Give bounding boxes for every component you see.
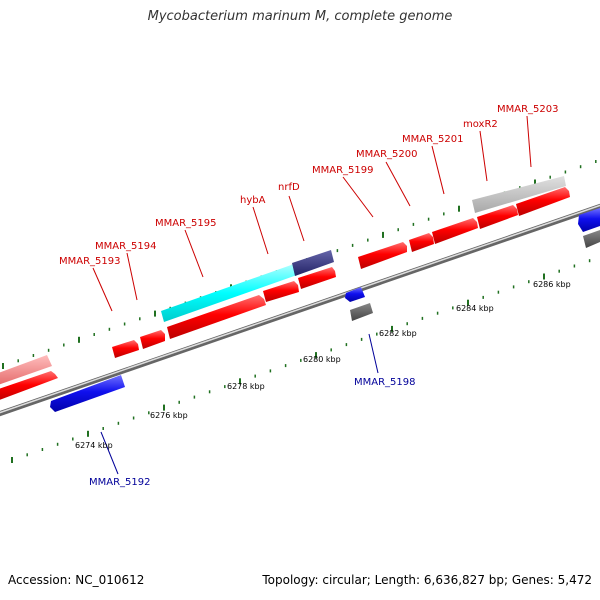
- gene-label-mmar5199[interactable]: MMAR_5199: [312, 165, 374, 176]
- reverse-leader-lines: [100, 333, 379, 475]
- gene-label-mmar5201[interactable]: MMAR_5201: [402, 134, 464, 145]
- gene-arrow[interactable]: [0, 371, 58, 402]
- gene-arrow[interactable]: [358, 242, 407, 269]
- gene-label-mmar5200[interactable]: MMAR_5200: [356, 149, 418, 160]
- gene-arrow[interactable]: [50, 375, 125, 412]
- gene-label-mmar5195[interactable]: MMAR_5195: [155, 218, 217, 229]
- gene-arrow[interactable]: [0, 355, 52, 386]
- forward-leader-lines: [92, 115, 532, 312]
- gene-arrow[interactable]: [292, 250, 334, 276]
- gene-arrow[interactable]: [472, 176, 566, 213]
- gene-arrow[interactable]: [350, 303, 373, 321]
- scale-label: 6284 kbp: [456, 304, 494, 313]
- forward-gene-labels: MMAR_5193 MMAR_5194 MMAR_5195 hybA nrfD …: [59, 104, 559, 267]
- genome-summary-text: Topology: circular; Length: 6,636,827 bp…: [262, 573, 592, 587]
- reverse-genes: [50, 208, 600, 412]
- gene-arrow[interactable]: [432, 218, 478, 244]
- scale-label: 6282 kbp: [379, 329, 417, 338]
- gene-arrow[interactable]: [409, 233, 434, 252]
- genome-title: Mycobacterium marinum M, complete genome: [147, 9, 453, 24]
- scale-label: 6280 kbp: [303, 355, 341, 364]
- gene-arrow[interactable]: [345, 287, 365, 302]
- gene-arrow[interactable]: [161, 264, 297, 322]
- gene-label-mmar5198[interactable]: MMAR_5198: [354, 377, 416, 388]
- gene-label-mmar5194[interactable]: MMAR_5194: [95, 241, 157, 252]
- gene-arrow[interactable]: [516, 187, 570, 216]
- gene-arrow[interactable]: [167, 295, 266, 339]
- gene-label-nrfd[interactable]: nrfD: [278, 182, 300, 193]
- gene-arrow[interactable]: [112, 340, 139, 358]
- gene-arrow[interactable]: [578, 208, 600, 232]
- gene-arrow[interactable]: [298, 267, 336, 289]
- reverse-gene-labels: MMAR_5192 MMAR_5198: [89, 377, 416, 488]
- gene-arrow[interactable]: [477, 205, 518, 229]
- gene-label-mmar5193[interactable]: MMAR_5193: [59, 256, 121, 267]
- gene-label-moxr2[interactable]: moxR2: [463, 119, 498, 130]
- scale-label: 6278 kbp: [227, 382, 265, 391]
- scale-label: 6276 kbp: [150, 411, 188, 420]
- gene-label-mmar5192[interactable]: MMAR_5192: [89, 477, 151, 488]
- genome-backbone: [0, 203, 600, 417]
- lower-tick-track: [11, 259, 591, 463]
- scale-label: 6274 kbp: [75, 441, 113, 450]
- gene-arrow[interactable]: [140, 330, 165, 349]
- gene-label-mmar5203[interactable]: MMAR_5203: [497, 104, 559, 115]
- accession-text: Accession: NC_010612: [8, 573, 145, 587]
- scale-labels: 6274 kbp 6276 kbp 6278 kbp 6280 kbp 6282…: [75, 280, 571, 450]
- forward-genes: [0, 176, 570, 402]
- gene-arrow[interactable]: [583, 230, 600, 248]
- gene-label-hyba[interactable]: hybA: [240, 195, 266, 206]
- scale-label: 6286 kbp: [533, 280, 571, 289]
- gene-arrow[interactable]: [263, 281, 299, 302]
